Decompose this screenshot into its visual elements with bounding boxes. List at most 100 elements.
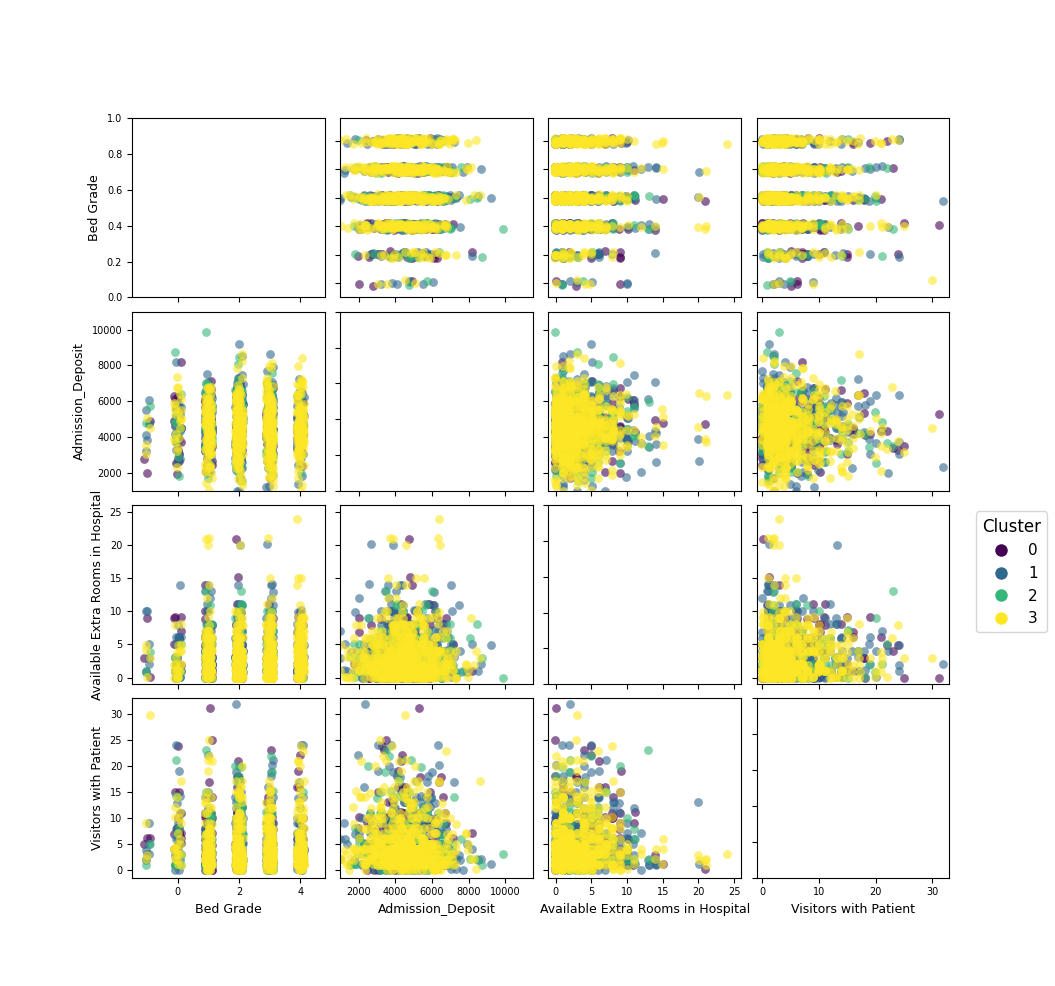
Point — [363, 814, 380, 830]
Point — [384, 851, 401, 867]
Point — [422, 637, 439, 653]
Point — [233, 810, 250, 826]
Point — [754, 131, 771, 147]
Point — [398, 215, 415, 231]
Point — [555, 821, 572, 837]
Point — [760, 132, 776, 148]
Point — [415, 276, 431, 292]
Point — [867, 435, 884, 451]
Point — [200, 396, 217, 412]
Point — [383, 158, 400, 174]
Point — [776, 643, 793, 659]
Point — [605, 862, 621, 878]
Point — [561, 406, 578, 422]
Point — [805, 413, 822, 429]
Point — [383, 617, 400, 633]
Point — [761, 193, 778, 209]
Point — [782, 220, 799, 236]
Point — [397, 656, 414, 671]
Point — [827, 222, 844, 238]
Point — [198, 450, 215, 465]
Point — [582, 442, 599, 458]
Point — [766, 432, 783, 448]
Point — [388, 857, 405, 873]
Point — [264, 447, 281, 462]
Point — [365, 160, 382, 176]
Point — [776, 131, 793, 147]
Point — [407, 189, 424, 205]
Point — [576, 421, 593, 437]
Point — [765, 669, 782, 685]
Point — [821, 412, 838, 428]
Point — [760, 664, 776, 679]
Point — [257, 630, 274, 646]
Point — [778, 623, 794, 639]
Point — [805, 440, 822, 456]
Point — [555, 161, 572, 176]
Point — [410, 161, 427, 176]
Point — [759, 656, 775, 671]
Point — [771, 636, 788, 652]
Point — [397, 163, 414, 178]
Point — [290, 670, 307, 686]
Point — [583, 246, 600, 262]
Point — [203, 649, 219, 665]
Point — [409, 773, 426, 789]
Point — [575, 856, 592, 872]
Point — [561, 462, 578, 478]
Point — [766, 656, 783, 671]
Point — [839, 650, 856, 666]
Point — [787, 160, 804, 176]
Point — [171, 630, 188, 646]
Point — [582, 841, 599, 857]
Point — [562, 424, 579, 440]
Point — [203, 425, 219, 441]
Point — [591, 779, 608, 795]
Point — [759, 657, 775, 672]
Point — [612, 418, 629, 434]
Point — [771, 415, 788, 431]
Point — [232, 449, 249, 464]
Point — [169, 440, 186, 456]
Point — [230, 382, 247, 397]
Point — [397, 644, 414, 660]
Point — [406, 643, 423, 659]
Point — [385, 831, 402, 847]
Point — [569, 222, 586, 238]
Point — [770, 656, 787, 671]
Point — [555, 857, 572, 873]
Point — [289, 856, 306, 872]
Point — [431, 246, 448, 261]
Point — [555, 437, 572, 453]
Point — [411, 847, 428, 863]
Point — [230, 446, 247, 461]
Point — [167, 617, 184, 633]
Point — [555, 858, 572, 874]
Point — [399, 663, 416, 678]
Point — [230, 657, 247, 672]
Point — [546, 192, 563, 208]
Point — [397, 244, 414, 259]
Point — [372, 863, 389, 879]
Point — [548, 840, 564, 856]
Point — [555, 846, 572, 862]
Point — [234, 852, 251, 868]
Point — [231, 629, 248, 645]
Point — [793, 221, 810, 237]
Point — [561, 837, 578, 853]
Point — [371, 218, 388, 234]
Point — [782, 623, 799, 639]
Point — [583, 354, 600, 370]
Point — [787, 570, 804, 586]
Point — [230, 841, 247, 857]
Point — [227, 401, 244, 417]
Point — [618, 852, 635, 868]
Point — [612, 426, 629, 442]
Point — [257, 430, 274, 446]
Point — [169, 381, 186, 396]
Point — [367, 159, 384, 175]
Point — [697, 164, 714, 179]
Point — [771, 657, 788, 672]
Point — [619, 410, 636, 426]
Point — [261, 407, 277, 423]
